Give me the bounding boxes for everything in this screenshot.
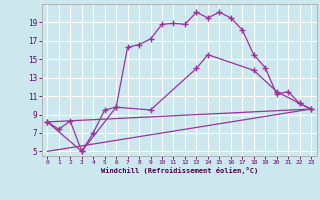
X-axis label: Windchill (Refroidissement éolien,°C): Windchill (Refroidissement éolien,°C) [100, 167, 258, 174]
